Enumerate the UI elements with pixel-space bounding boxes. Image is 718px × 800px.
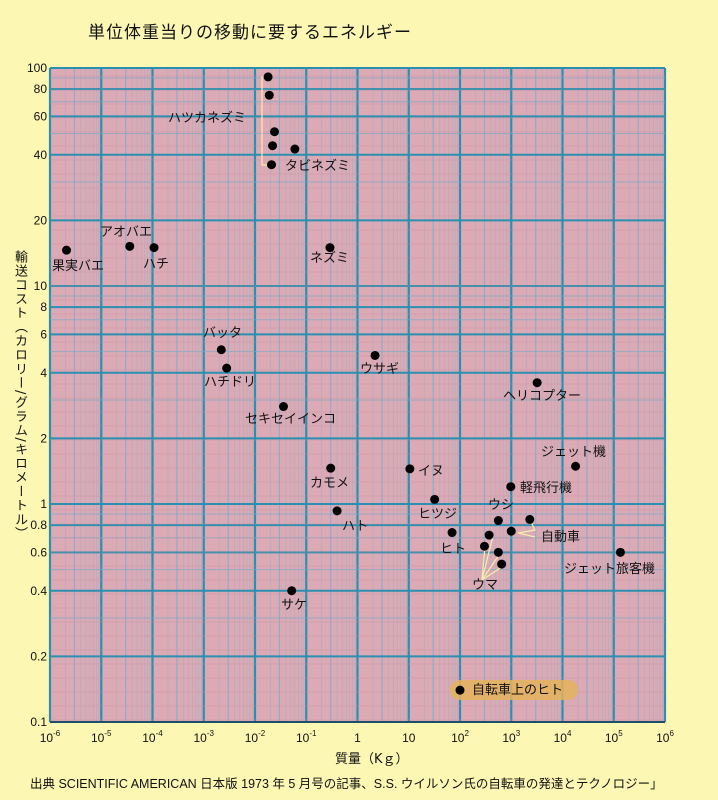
y-tick-label: 80	[34, 82, 48, 96]
data-point	[216, 345, 226, 355]
y-tick-label: 1	[40, 497, 47, 511]
data-label: カモメ	[310, 476, 349, 491]
data-point	[269, 127, 279, 137]
data-label: タビネズミ	[285, 158, 350, 174]
y-tick-label: 10	[34, 279, 48, 293]
x-tick-label: 102	[451, 729, 469, 745]
x-tick-label: 10-6	[40, 729, 61, 745]
data-point	[479, 541, 489, 551]
data-point	[263, 72, 273, 82]
data-point	[493, 516, 503, 526]
y-tick-label: 40	[34, 148, 48, 162]
data-point	[290, 144, 300, 154]
data-point	[279, 402, 289, 412]
data-point	[493, 547, 503, 557]
data-label: ヒト	[440, 542, 466, 557]
data-point	[370, 350, 380, 360]
chart-title: 単位体重当りの移動に要するエネルギー	[88, 23, 412, 43]
y-tick-label: 8	[40, 300, 47, 314]
data-label: ハト	[342, 519, 368, 534]
x-tick-label: 105	[605, 729, 623, 745]
data-points	[62, 72, 625, 695]
y-tick-label: 4	[40, 366, 47, 380]
data-label: ハツカネズミ	[168, 110, 246, 126]
data-label: セキセイインコ	[245, 412, 336, 427]
data-label: ネズミ	[310, 250, 349, 266]
data-point	[264, 90, 274, 100]
x-tick-label: 10-5	[91, 729, 112, 745]
data-point	[222, 363, 232, 373]
data-label: ハチ	[143, 257, 169, 272]
data-label: ウマ	[472, 578, 498, 593]
data-label: サケ	[281, 598, 307, 613]
data-label: ジェット機	[541, 445, 606, 460]
data-point	[455, 685, 465, 695]
data-label: 軽飛行機	[520, 481, 572, 496]
data-point	[506, 482, 516, 492]
data-point	[525, 514, 535, 524]
y-tick-label: 0.8	[30, 518, 47, 532]
x-tick-label: 10-1	[296, 729, 317, 745]
x-tick-label: 106	[656, 729, 674, 745]
y-tick-label: 20	[34, 213, 48, 227]
y-tick-label: 0.1	[30, 715, 47, 729]
y-tick-label: 60	[34, 109, 48, 123]
data-label: 自転車上のヒト	[472, 683, 563, 698]
x-tick-label: 1	[354, 731, 361, 745]
data-point	[484, 530, 494, 540]
leader-line	[481, 554, 500, 581]
data-point	[125, 241, 135, 251]
data-label: アオバエ	[100, 225, 152, 240]
highlight-box	[450, 680, 578, 700]
y-tick-label: 2	[40, 431, 47, 445]
y-tick-label: 0.2	[30, 649, 47, 663]
data-label: ヘリコプター	[503, 389, 581, 404]
data-point	[149, 243, 159, 253]
leader-line	[517, 519, 536, 538]
data-label: ヒツジ	[418, 507, 457, 522]
x-tick-label: 10-3	[194, 729, 215, 745]
data-point	[287, 586, 297, 596]
data-point	[571, 461, 581, 471]
tick-labels: 10-6 10-5 10-4 10-3 10-2 10-1 1 10 102 103 104 105 1…	[27, 61, 674, 745]
data-label: バッタ	[203, 326, 242, 341]
data-point	[332, 506, 342, 516]
y-tick-label: 6	[40, 327, 47, 341]
x-tick-label: 103	[502, 729, 520, 745]
y-tick-label: 0.4	[30, 584, 47, 598]
data-point	[615, 547, 625, 557]
data-point	[430, 494, 440, 504]
y-tick-label: 100	[27, 61, 47, 75]
data-point	[497, 559, 507, 569]
x-tick-label: 10-2	[245, 729, 266, 745]
source-citation: 出典 SCIENTIFIC AMERICAN 日本版 1973 年 5 月号の記…	[30, 777, 663, 791]
y-axis-label: 輸送コスト（カロリー/グラム/キロメートル）	[12, 250, 27, 541]
x-tick-label: 104	[554, 729, 572, 745]
x-tick-label: 10	[402, 731, 416, 745]
data-label: 自動車	[541, 530, 580, 545]
data-point	[62, 245, 72, 255]
y-tick-label: 0.6	[30, 545, 47, 559]
data-point	[447, 528, 457, 538]
data-label: 果実バエ	[52, 258, 104, 274]
data-label: ジェット旅客機	[564, 561, 655, 577]
data-point	[268, 141, 278, 151]
data-point	[326, 463, 336, 473]
data-point	[506, 526, 516, 536]
data-point	[532, 378, 542, 388]
data-point	[405, 464, 415, 474]
data-point	[325, 243, 335, 253]
data-label: イヌ	[418, 464, 444, 479]
data-label: ウサギ	[360, 362, 399, 377]
x-tick-label: 10-4	[142, 729, 163, 745]
x-axis-label: 質量（Kｇ）	[335, 752, 409, 767]
data-label: ハチドリ	[204, 375, 256, 390]
data-point	[267, 160, 277, 170]
data-label: ウシ	[488, 498, 514, 513]
